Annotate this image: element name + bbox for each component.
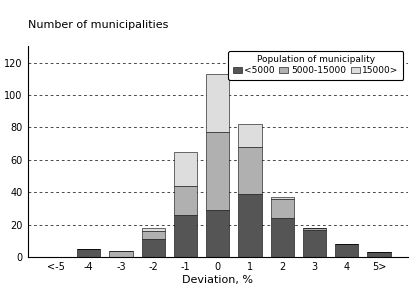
Bar [174, 152, 197, 186]
Bar [142, 228, 165, 231]
X-axis label: Deviation, %: Deviation, % [182, 275, 253, 285]
Bar [206, 210, 229, 257]
Bar [238, 194, 262, 257]
Bar [206, 132, 229, 210]
Bar [77, 249, 100, 257]
Legend: <5000, 5000-15000, 15000>: <5000, 5000-15000, 15000> [228, 51, 403, 80]
Bar [303, 230, 326, 257]
Bar [142, 231, 165, 239]
Bar [206, 74, 229, 132]
Bar [174, 215, 197, 257]
Bar [109, 251, 133, 257]
Text: Number of municipalities: Number of municipalities [28, 20, 168, 29]
Bar [174, 186, 197, 215]
Bar [368, 252, 391, 257]
Bar [238, 147, 262, 194]
Bar [303, 228, 326, 230]
Bar [271, 197, 294, 199]
Bar [142, 239, 165, 257]
Bar [271, 199, 294, 218]
Bar [238, 124, 262, 147]
Bar [335, 244, 358, 257]
Bar [271, 218, 294, 257]
